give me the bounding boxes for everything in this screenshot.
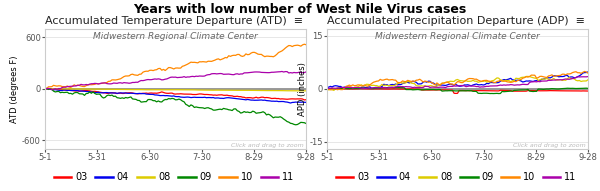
Legend: 03, 04, 08, 09, 10, 11: 03, 04, 08, 09, 10, 11	[50, 168, 298, 186]
Text: Accumulated Temperature Departure (ATD)  ≡: Accumulated Temperature Departure (ATD) …	[45, 16, 303, 27]
Text: Midwestern Regional Climate Center: Midwestern Regional Climate Center	[375, 32, 540, 41]
Text: Click and drag to zoom: Click and drag to zoom	[230, 143, 304, 148]
Text: Years with low number of West Nile Virus cases: Years with low number of West Nile Virus…	[133, 3, 467, 16]
Legend: 03, 04, 08, 09, 10, 11: 03, 04, 08, 09, 10, 11	[332, 168, 580, 186]
Y-axis label: ATD (degrees F): ATD (degrees F)	[10, 55, 19, 123]
Text: Midwestern Regional Climate Center: Midwestern Regional Climate Center	[93, 32, 258, 41]
Text: Click and drag to zoom: Click and drag to zoom	[512, 143, 586, 148]
Text: Accumulated Precipitation Departure (ADP)  ≡: Accumulated Precipitation Departure (ADP…	[327, 16, 585, 27]
Y-axis label: APD (inches): APD (inches)	[298, 62, 307, 116]
